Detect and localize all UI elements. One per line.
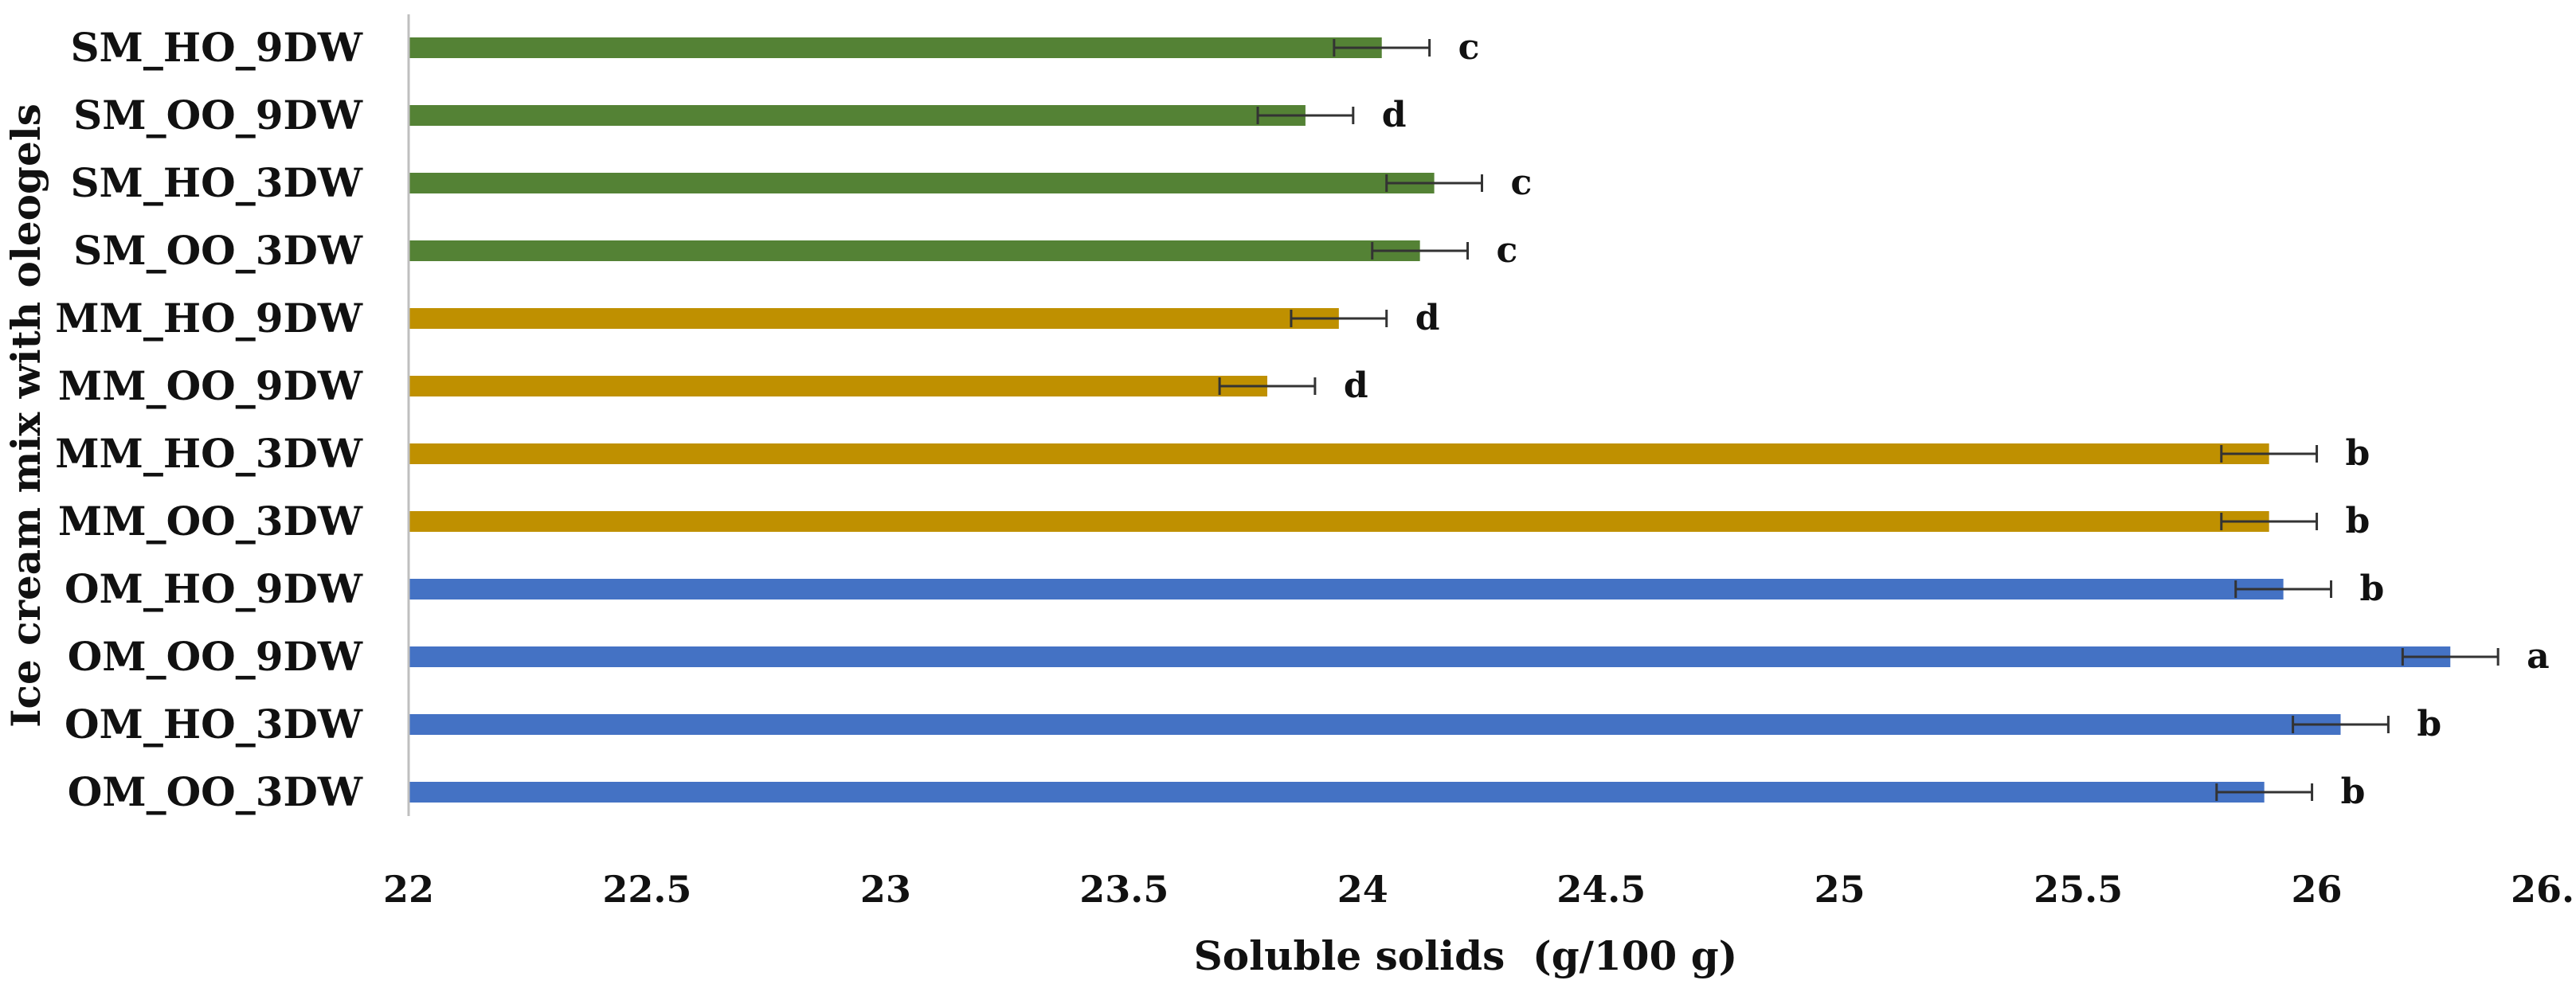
bar-sm-ho-3dw (409, 173, 1435, 193)
labels-layer: cSM_HO_9DWdSM_OO_9DWcSM_HO_3DWcSM_OO_3DW… (55, 24, 2549, 815)
error-bar-mm-oo-3dw (2220, 513, 2319, 530)
bars-layer (409, 37, 2500, 803)
error-bar-om-oo-3dw (2215, 783, 2314, 801)
y-tick-label-sm-ho-3dw: SM_HO_3DW (70, 159, 362, 206)
bar-om-ho-3dw (409, 714, 2341, 735)
y-tick-label-om-oo-3dw: OM_OO_3DW (68, 768, 363, 815)
bar-mm-ho-9dw (409, 308, 1339, 329)
error-bar-sm-oo-3dw (1371, 242, 1470, 260)
y-tick-label-sm-oo-3dw: SM_OO_3DW (73, 227, 363, 274)
bar-om-ho-9dw (409, 579, 2284, 599)
bar-om-oo-9dw (409, 646, 2451, 667)
error-bar-mm-oo-9dw (1218, 377, 1317, 395)
significance-letter-sm-oo-9dw: d (1382, 95, 1407, 135)
significance-letter-om-oo-9dw: a (2527, 636, 2550, 677)
x-tick-label: 22.5 (602, 868, 691, 911)
y-tick-label-om-oo-9dw: OM_OO_9DW (68, 633, 363, 680)
y-tick-label-sm-ho-9dw: SM_HO_9DW (70, 24, 362, 71)
bar-mm-ho-3dw (409, 443, 2269, 464)
y-tick-label-mm-oo-3dw: MM_OO_3DW (58, 498, 363, 545)
significance-letter-mm-ho-3dw: b (2346, 433, 2370, 474)
x-axis-title: Soluble solids (g/100 g) (1194, 932, 1738, 979)
error-bar-om-oo-9dw (2401, 648, 2500, 666)
bar-mm-oo-9dw (409, 376, 1267, 396)
error-bar-mm-ho-9dw (1290, 310, 1388, 327)
bar-om-oo-3dw (409, 782, 2265, 803)
bar-sm-oo-9dw (409, 105, 1306, 126)
error-bar-sm-oo-9dw (1256, 107, 1355, 124)
y-tick-label-om-ho-3dw: OM_HO_3DW (65, 701, 363, 748)
significance-letter-sm-ho-3dw: c (1511, 162, 1533, 203)
x-tick-label: 24 (1337, 868, 1388, 911)
y-tick-label-om-ho-9dw: OM_HO_9DW (65, 565, 363, 612)
error-bar-sm-ho-9dw (1333, 39, 1431, 57)
x-tick-label: 23.5 (1079, 868, 1169, 911)
significance-letter-sm-oo-3dw: c (1497, 230, 1518, 271)
error-bar-mm-ho-3dw (2220, 445, 2319, 463)
error-bar-sm-ho-3dw (1385, 174, 1483, 192)
error-bar-om-ho-9dw (2234, 580, 2333, 598)
y-axis-title: Ice cream mix with oleogels (2, 103, 49, 728)
x-tick-label: 23 (860, 868, 911, 911)
x-tick-label: 26.5 (2511, 868, 2576, 911)
x-tick-label: 26 (2292, 868, 2343, 911)
significance-letter-om-ho-3dw: b (2417, 704, 2441, 744)
bar-mm-oo-3dw (409, 511, 2269, 532)
significance-letter-sm-ho-9dw: c (1458, 27, 1480, 68)
significance-letter-om-ho-9dw: b (2360, 568, 2385, 609)
x-ticks-layer: 22 22.5 23 23.5 24 24.5 25 25.5 26 26.5 (383, 868, 2576, 911)
bar-sm-oo-3dw (409, 240, 1420, 261)
significance-letter-om-oo-3dw: b (2341, 771, 2366, 812)
y-tick-label-mm-ho-3dw: MM_HO_3DW (55, 430, 363, 477)
bar-sm-ho-9dw (409, 37, 1382, 58)
significance-letter-mm-ho-9dw: d (1415, 298, 1440, 338)
y-tick-label-sm-oo-9dw: SM_OO_9DW (73, 92, 363, 139)
y-tick-label-mm-oo-9dw: MM_OO_9DW (58, 362, 363, 409)
x-tick-label: 24.5 (1556, 868, 1646, 911)
x-tick-label: 25 (1815, 868, 1865, 911)
y-tick-label-mm-ho-9dw: MM_HO_9DW (55, 295, 363, 342)
error-bar-om-ho-3dw (2292, 716, 2390, 733)
x-tick-label: 25.5 (2034, 868, 2123, 911)
significance-letter-mm-oo-9dw: d (1344, 365, 1368, 406)
x-tick-label: 22 (383, 868, 434, 911)
significance-letter-mm-oo-3dw: b (2346, 501, 2370, 541)
